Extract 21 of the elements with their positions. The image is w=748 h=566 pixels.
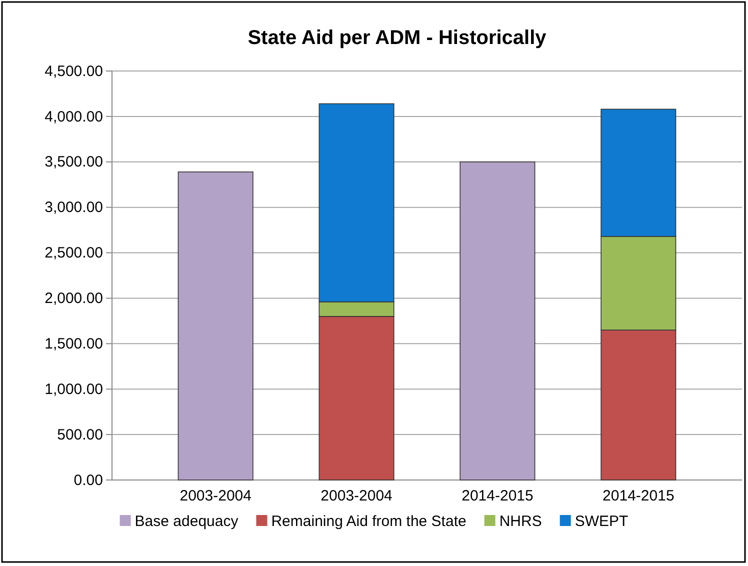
y-tick-label: 500.00	[57, 426, 103, 444]
y-tick-label: 2,000.00	[44, 290, 103, 308]
bar	[178, 171, 254, 480]
legend-label: Remaining Aid from the State	[271, 513, 466, 530]
legend-label: SWEPT	[574, 513, 628, 530]
y-tick-label: 4,500.00	[44, 62, 103, 80]
y-tick-label: 3,000.00	[44, 199, 103, 216]
legend-label: NHRS	[499, 513, 542, 530]
x-tick-label: 2003-2004	[320, 488, 392, 505]
y-tick-label: 3,500.00	[44, 154, 103, 171]
y-tick-label: 4,000.00	[44, 108, 103, 126]
x-tick-label: 2014-2015	[602, 488, 674, 505]
y-tick-label: 1,000.00	[44, 380, 103, 398]
x-tick-label: 2014-2015	[462, 488, 534, 505]
bar	[460, 161, 536, 480]
chart-title: State Aid per ADM - Historically	[248, 27, 548, 49]
legend-label: Base adequacy	[134, 513, 239, 530]
y-tick-label: 2,500.00	[44, 244, 103, 262]
y-tick-label: 1,500.00	[44, 335, 103, 352]
x-tick-label: 2003-2004	[180, 488, 252, 505]
y-tick-label: 0.00	[74, 472, 103, 489]
